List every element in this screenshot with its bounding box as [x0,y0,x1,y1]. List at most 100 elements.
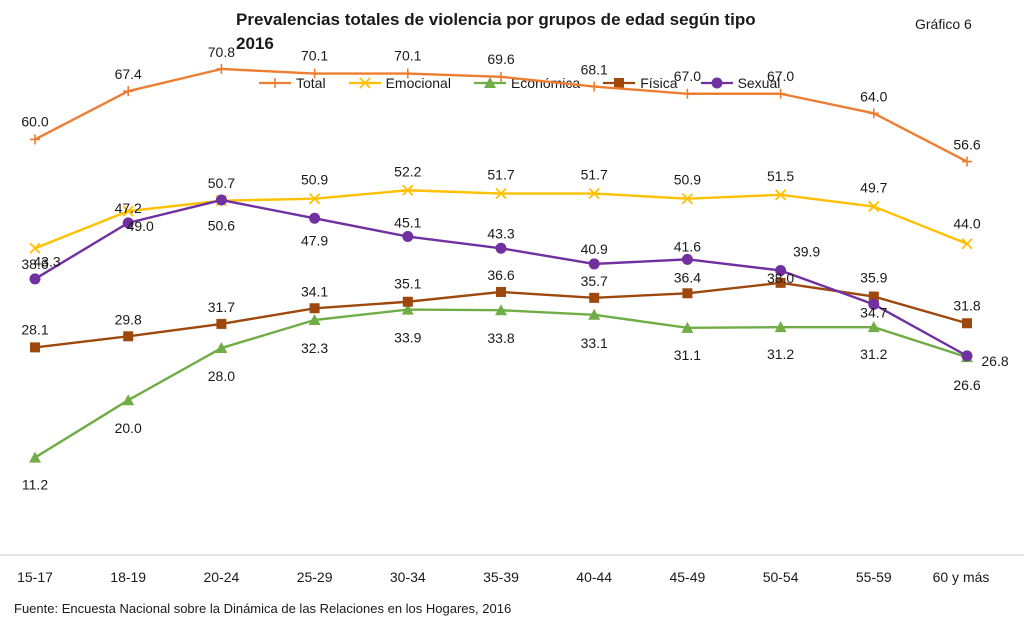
data-point-emocional-18-19 [122,205,134,217]
data-point-total-30-34 [402,68,413,79]
data-label-total-20-24: 70.8 [208,44,235,60]
source-note: Fuente: Encuesta Nacional sobre la Dinám… [14,601,512,616]
data-label-total-18-19: 67.4 [115,66,142,82]
data-point-emocional-55-59 [868,200,880,213]
data-point-fisica-50-54 [775,277,786,288]
data-label-emocional-60-y-mas: 44.0 [953,216,980,232]
data-label-emocional-40-44: 51.7 [581,167,608,183]
data-point-sexual-25-29 [309,212,321,224]
data-label-economica-15-17: 11.2 [22,477,48,493]
data-point-economica-35-39 [495,304,507,316]
data-point-economica-55-59 [867,321,880,333]
x-tick-label-30-34: 30-34 [390,569,426,585]
x-tick-label-15-17: 15-17 [17,569,53,585]
data-label-sexual-18-19: 47.2 [115,200,142,216]
data-point-economica-45-49 [681,321,694,333]
chart-title: Prevalencias totales de violencia por gr… [236,8,876,56]
data-point-fisica-15-17 [30,342,40,353]
data-point-total-20-24 [216,63,227,74]
data-point-economica-50-54 [774,321,787,333]
data-point-fisica-40-44 [589,292,600,303]
data-label-fisica-20-24: 31.7 [208,299,235,315]
data-label-total-45-49: 67.0 [674,68,701,84]
legend-marker-economica [483,77,496,88]
data-label-emocional-30-34: 52.2 [394,163,421,179]
data-label-fisica-55-59: 35.9 [860,270,887,286]
data-label-fisica-40-44: 35.7 [581,273,608,289]
data-point-economica-30-34 [401,303,414,315]
data-label-economica-20-24: 28.0 [208,368,235,384]
legend-swatch-emocional [348,77,381,89]
data-point-sexual-55-59 [868,298,880,310]
data-point-total-18-19 [123,86,134,97]
data-label-total-55-59: 64.0 [860,88,887,104]
x-tick-label-60-y-mas: 60 y más [933,569,990,585]
legend-label-total: Total [296,75,326,91]
legend-marker-total [270,78,280,88]
x-tick-label-25-29: 25-29 [297,569,333,585]
data-label-economica-45-49: 31.1 [674,347,701,363]
data-point-sexual-40-44 [588,258,600,270]
data-label-sexual-60-y-mas: 26.8 [981,353,1008,369]
data-label-sexual-20-24: 50.7 [208,175,235,191]
legend-item-total: Total [258,75,326,91]
data-point-economica-25-29 [308,314,321,326]
data-point-emocional-45-49 [681,193,694,205]
data-point-fisica-60-y-mas [962,318,972,329]
data-label-fisica-30-34: 35.1 [394,276,421,292]
chart-title-line2: 2016 [236,34,274,53]
legend-marker-emocional [358,77,371,89]
data-label-sexual-50-54: 39.9 [793,243,820,259]
legend-label-fisica: Física [640,75,678,91]
data-point-fisica-35-39 [496,286,506,297]
data-label-emocional-18-19: 49.0 [127,218,154,234]
x-tick-label-40-44: 40-44 [576,569,612,585]
legend-marker-sexual [711,77,723,89]
data-point-total-35-39 [496,71,506,82]
data-point-fisica-30-34 [402,296,413,307]
data-label-economica-25-29: 32.3 [301,340,328,356]
data-point-emocional-60-y-mas [961,238,973,250]
data-label-total-40-44: 68.1 [581,62,608,78]
data-label-economica-40-44: 33.1 [581,335,608,351]
data-label-economica-18-19: 20.0 [115,420,142,436]
data-label-sexual-55-59: 34.7 [860,304,887,320]
data-point-fisica-18-19 [123,331,134,342]
data-label-sexual-45-49: 41.6 [674,238,701,254]
data-point-sexual-60-y-mas [961,350,973,362]
data-label-fisica-25-29: 34.1 [301,283,328,299]
chart-legend: Total Emocional Económica Física Sexual [258,72,802,94]
data-point-sexual-30-34 [402,231,414,243]
data-label-economica-55-59: 31.2 [860,346,887,362]
legend-marker-fisica [614,78,625,88]
data-label-economica-30-34: 33.9 [394,330,421,346]
data-label-sexual-25-29: 47.9 [301,232,328,248]
data-point-sexual-15-17 [29,273,41,285]
series-line-total [34,67,968,163]
data-label-emocional-15-17: 43.3 [33,253,60,269]
x-tick-label-35-39: 35-39 [483,569,519,585]
data-point-emocional-30-34 [402,184,414,196]
legend-swatch-fisica [603,78,636,88]
data-point-total-45-49 [682,88,693,99]
data-point-total-40-44 [589,81,600,92]
data-label-fisica-60-y-mas: 31.8 [953,297,980,313]
data-label-emocional-55-59: 49.7 [860,180,887,196]
data-label-emocional-45-49: 50.9 [674,172,701,188]
chart-title-line1: Prevalencias totales de violencia por gr… [236,10,756,29]
data-point-sexual-45-49 [681,253,693,265]
data-label-total-50-54: 67.0 [767,68,794,84]
data-point-emocional-25-29 [308,193,321,205]
data-label-total-30-34: 70.1 [394,48,421,64]
data-label-fisica-50-54: 38.0 [767,270,794,286]
legend-item-emocional: Emocional [348,75,451,91]
data-point-economica-18-19 [122,394,135,406]
data-point-emocional-50-54 [774,189,787,201]
data-point-fisica-25-29 [309,303,320,314]
chart-number: Gráfico 6 [915,16,972,32]
data-point-total-50-54 [775,88,786,99]
data-point-sexual-20-24 [215,194,227,206]
x-tick-label-55-59: 55-59 [856,569,892,585]
line-chart: 15-17 18-19 20-24 25-29 30-34 35-39 40-44 45-49… [0,44,1024,585]
legend-label-sexual: Sexual [737,75,781,91]
